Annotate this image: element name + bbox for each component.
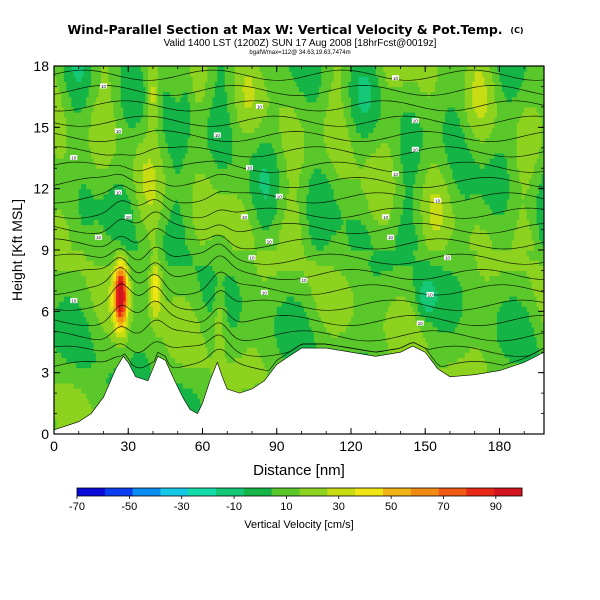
contour-label: 10: [114, 128, 122, 134]
contour-label: 10: [265, 238, 273, 244]
y-tick-label: 12: [33, 181, 49, 197]
x-tick-label: 60: [195, 438, 211, 454]
y-tick-label: 6: [41, 303, 49, 319]
colorbar-swatch: [271, 488, 300, 496]
contour-label: 10: [426, 291, 434, 297]
y-tick-label: 15: [33, 119, 49, 135]
contour-label: 10: [411, 146, 419, 152]
y-tick-label: 9: [41, 242, 49, 258]
x-tick-label: 0: [50, 438, 58, 454]
contour-label: 10: [95, 234, 103, 240]
chart-title-mark: (C): [510, 26, 523, 35]
x-axis-label: Distance [nm]: [253, 462, 345, 479]
colorbar-label: Vertical Velocity [cm/s]: [244, 519, 353, 531]
x-tick-label: 120: [339, 438, 363, 454]
contour-label: 10: [124, 214, 132, 220]
colorbar-swatch: [160, 488, 189, 496]
terrain-mask: [53, 345, 545, 435]
colorbar-swatch: [299, 488, 328, 496]
contour-label: 10: [387, 234, 395, 240]
y-tick-label: 3: [41, 365, 49, 381]
contour-label: 10: [275, 193, 283, 199]
potential-temperature-contours: [54, 69, 544, 371]
colorbar-swatch: [466, 488, 495, 496]
contour-label: 10: [443, 255, 451, 261]
y-tick-label: 18: [33, 58, 49, 74]
contour-label: 10: [70, 155, 78, 161]
axes: 0 30 60 90 120 150 180 0 3 6 9 12 15 18: [33, 58, 544, 454]
contour-label: 10: [248, 255, 256, 261]
chart-subtitle: Valid 1400 LST (1200Z) SUN 17 Aug 2008 […: [164, 38, 437, 49]
colorbar-swatch: [132, 488, 161, 496]
contour-label: 10: [213, 132, 221, 138]
colorbar-tick-label: 10: [280, 501, 292, 513]
contour-label: 10: [260, 289, 268, 295]
colorbar-swatch: [188, 488, 217, 496]
colorbar-tick-label: 70: [437, 501, 449, 513]
colorbar-tick-label: -70: [69, 501, 85, 513]
colorbar-swatch: [327, 488, 356, 496]
contour-label: 10: [392, 171, 400, 177]
colorbar-tick-label: -30: [174, 501, 190, 513]
contour-label: 10: [434, 197, 442, 203]
contour-label: 10: [300, 277, 308, 283]
colorbar-swatch: [243, 488, 272, 496]
contour-label: 10: [241, 214, 249, 220]
colorbar-swatch: [77, 488, 106, 496]
chart-subsubtitle: bgafWmax=112@ 34.63,19.63,7474m: [249, 50, 350, 56]
colorbar-tick-label: 30: [333, 501, 345, 513]
colorbar-tick-label: 50: [385, 501, 397, 513]
contour-label: 10: [114, 189, 122, 195]
contour-label: 10: [416, 320, 424, 326]
colorbar-swatch: [104, 488, 133, 496]
contour-label: 10: [382, 214, 390, 220]
colorbar-tick-label: -10: [226, 501, 242, 513]
y-axis-label: Height [Kft MSL]: [9, 199, 25, 301]
colorbar: -70 -50 -30 -10 10 30 50 70 90: [69, 487, 523, 513]
contour-label: 10: [70, 298, 78, 304]
colorbar-tick-label: -50: [121, 501, 137, 513]
contour-label: 10: [99, 83, 107, 89]
x-tick-label: 30: [120, 438, 136, 454]
colorbar-swatch: [216, 488, 245, 496]
colorbar-tick-label: 90: [490, 501, 502, 513]
chart-title: Wind-Parallel Section at Max W: Vertical…: [67, 22, 502, 37]
colorbar-swatch: [438, 488, 467, 496]
colorbar-swatch: [410, 488, 439, 496]
colorbar-swatch: [355, 488, 384, 496]
contour-label: 10: [246, 165, 254, 171]
x-tick-label: 90: [269, 438, 285, 454]
colorbar-swatch: [382, 488, 412, 496]
x-tick-label: 180: [488, 438, 512, 454]
colorbar-swatch: [494, 488, 523, 496]
y-tick-label: 0: [41, 426, 49, 442]
contour-label: 10: [411, 118, 419, 124]
contour-labels: 10 10 10 10 10 10 10 10 10 10 10 10 10 10 10 10 10 10 10 10…: [70, 75, 451, 326]
contour-label: 10: [392, 75, 400, 81]
x-tick-label: 150: [414, 438, 438, 454]
contour-label: 10: [255, 103, 263, 109]
